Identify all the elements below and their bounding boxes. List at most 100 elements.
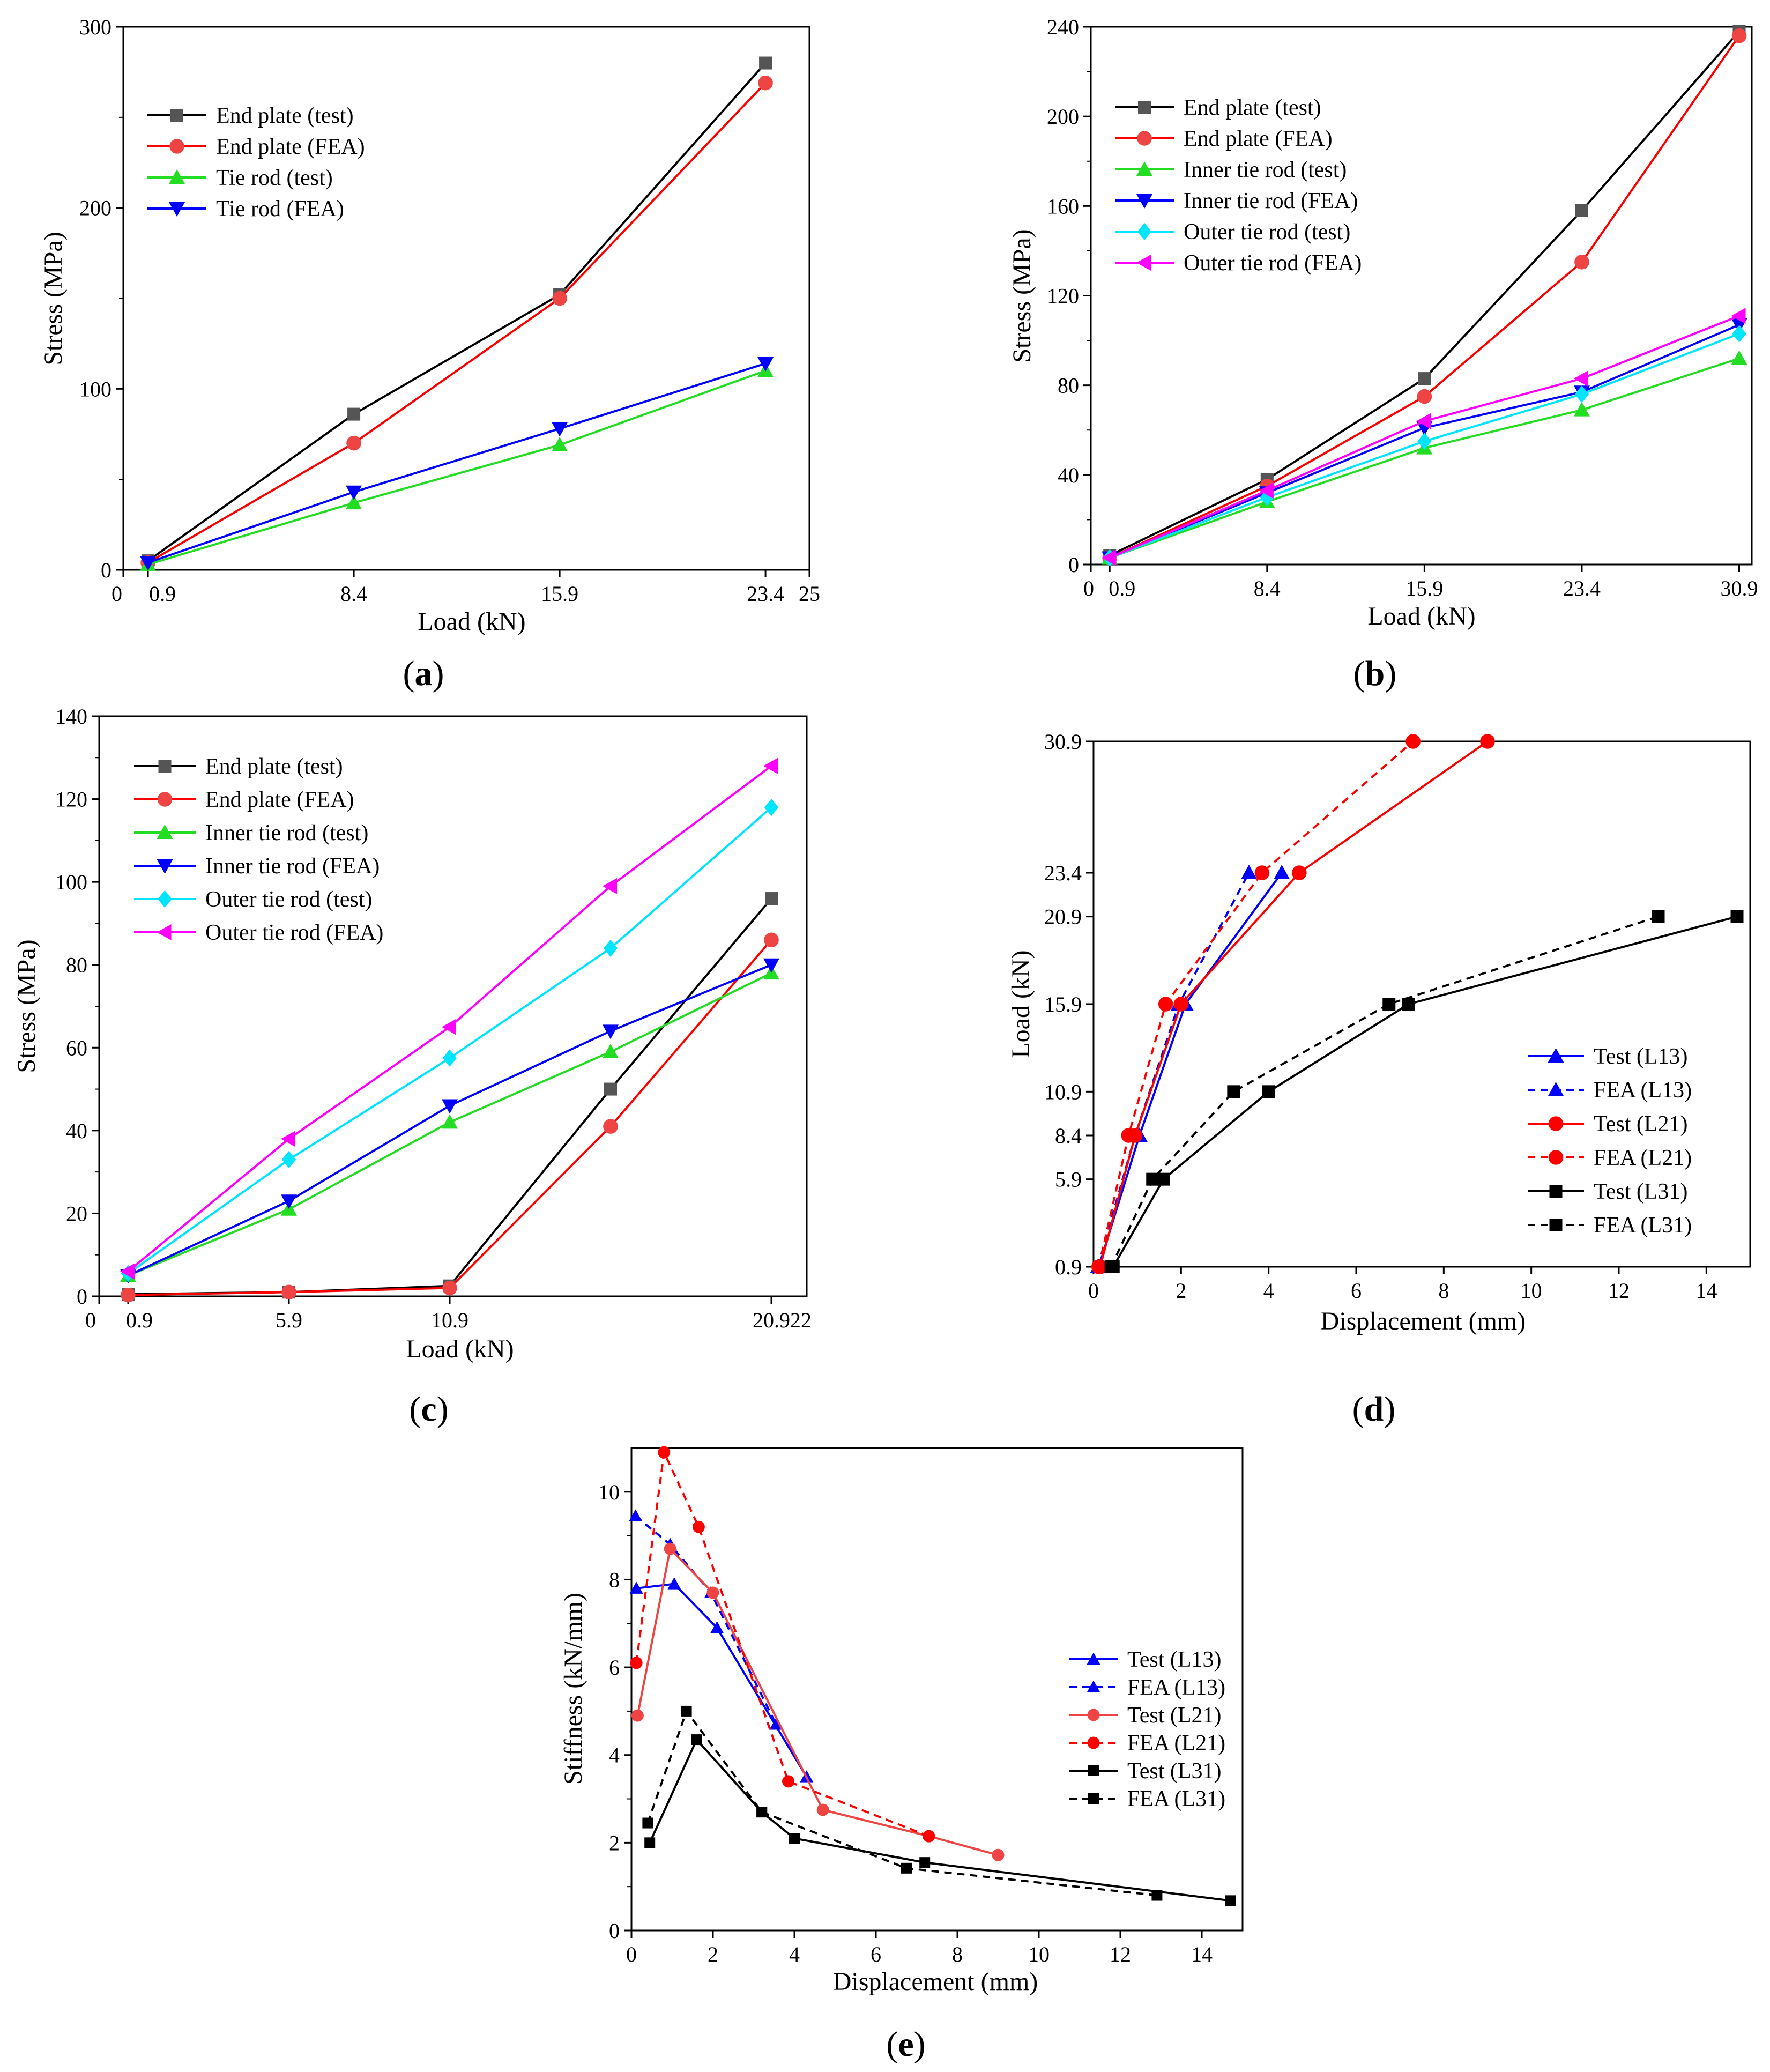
legend-entry-label: Outer tie rod (FEA) [1184, 251, 1362, 276]
y-tick-label: 6 [609, 1655, 620, 1680]
legend: Test (L13) FEA (L13) Test (L21) FEA (L21) Te… [1069, 1647, 1225, 1811]
y-tick-label: 2 [609, 1831, 620, 1855]
x-tick-label: 6 [871, 1942, 881, 1966]
x-tick-label: 0.9 [1109, 576, 1135, 600]
x-tick-label: 23.4 [747, 582, 784, 606]
data-point-s5-4 [763, 757, 778, 774]
data-point-s2-3 [1292, 865, 1307, 880]
legend-entry-label: FEA (L13) [1594, 1078, 1692, 1103]
x-tick-label: 20.922 [753, 1308, 812, 1332]
data-point-s3-1 [1121, 1128, 1136, 1143]
series-line-4 [649, 1739, 1231, 1902]
legend-marker [1087, 1652, 1100, 1665]
data-point-s1-2 [442, 1280, 457, 1296]
data-point-s0-1 [667, 1577, 681, 1590]
legend-entry-label: Inner tie rod (FEA) [205, 854, 380, 879]
panel-label-open: ( [886, 2025, 898, 2064]
data-point-s5-0 [1102, 549, 1117, 566]
panel-label-open: ( [1352, 1390, 1364, 1429]
legend-entry-label: End plate (FEA) [205, 788, 354, 812]
data-point-s2-1 [664, 1542, 676, 1555]
legend-marker [169, 139, 184, 154]
legend-entry-label: Test (L31) [1127, 1759, 1222, 1784]
legend-marker [169, 202, 185, 217]
panel-label-close: ) [914, 2025, 926, 2064]
data-point-s3-1 [281, 1194, 297, 1209]
legend-marker [1088, 1793, 1099, 1804]
data-point-s5-3 [1382, 998, 1396, 1011]
x-tick-label: 2 [708, 1942, 718, 1966]
data-point-s2-2 [442, 1114, 458, 1129]
y-tick-label: 20 [66, 1201, 87, 1226]
data-point-s1-1 [281, 1284, 296, 1300]
series-line-2 [636, 1548, 999, 1856]
data-point-s1-2 [1417, 389, 1432, 404]
y-tick-label: 23.4 [1044, 861, 1082, 885]
legend-marker [170, 109, 183, 122]
legend-entry-label: Outer tie rod (test) [1184, 220, 1350, 244]
data-point-s1-0 [629, 1509, 643, 1521]
x-tick-label: 8.4 [1254, 576, 1281, 600]
x-tick-label: 15.9 [1405, 576, 1443, 600]
x-axis-label: Load (kN) [418, 607, 525, 636]
data-point-s4-0 [644, 1837, 656, 1848]
legend-entry-label: Outer tie rod (test) [205, 887, 372, 912]
legend-entry-label: Tie rod (FEA) [216, 197, 344, 221]
data-point-s4-2 [1417, 432, 1432, 450]
x-tick-label: 25 [799, 582, 820, 606]
x-tick-label: 4 [1263, 1279, 1274, 1303]
x-tick-label: 8 [1438, 1279, 1449, 1303]
data-point-s3-1 [658, 1446, 671, 1459]
data-point-s0-0 [629, 1581, 643, 1594]
data-point-s5-0 [1104, 1260, 1118, 1273]
y-tick-label: 80 [1058, 374, 1079, 398]
x-tick-label: 0 [111, 582, 122, 606]
data-point-s2-4 [1731, 350, 1747, 365]
x-tick-label: 10.9 [431, 1308, 468, 1332]
y-tick-label: 120 [1047, 284, 1079, 308]
data-point-s1-3 [1240, 865, 1257, 879]
legend-marker [157, 792, 173, 807]
legend-entry-label: FEA (L21) [1594, 1146, 1692, 1170]
data-point-s3-3 [782, 1775, 795, 1788]
legend-entry-label: End plate (test) [216, 103, 354, 128]
y-tick-label: 40 [66, 1119, 87, 1143]
data-point-s5-4 [1151, 1890, 1163, 1901]
data-point-s4-4 [919, 1857, 931, 1868]
x-tick-label: 4 [789, 1942, 800, 1966]
data-point-s4-3 [1402, 998, 1415, 1011]
y-axis-label: Stress (MPa) [39, 232, 68, 365]
data-point-s5-0 [642, 1817, 653, 1829]
series-line-3 [635, 1451, 929, 1837]
x-tick-label: 2 [1176, 1279, 1186, 1303]
x-tick-label: 5.9 [276, 1308, 302, 1332]
panel-label-close: ) [437, 1390, 449, 1429]
panel-label: (b) [1353, 654, 1397, 693]
data-point-s4-4 [1732, 325, 1746, 343]
y-tick-label: 240 [1047, 15, 1079, 39]
y-tick-label: 20.9 [1044, 905, 1082, 929]
data-point-s2-0 [631, 1709, 644, 1722]
data-point-s3-4 [923, 1830, 935, 1843]
chart-a: 0 0.9 8.4 15.9 23.4 25 0 100 200 300 Load (kN) Stre… [39, 15, 820, 693]
panel-label-letter: d [1364, 1390, 1384, 1429]
legend-marker [1548, 1150, 1564, 1165]
legend-entry-label: FEA (L13) [1127, 1675, 1225, 1700]
x-tick-label: 10 [1521, 1279, 1542, 1303]
legend-marker [169, 169, 185, 184]
y-tick-label: 200 [79, 196, 111, 220]
panel-label-open: ( [409, 1390, 421, 1429]
panel-label: (a) [403, 654, 444, 693]
legend-marker [157, 859, 173, 874]
chart-c: 0 0.9 5.9 10.9 20.922 0 20 40 60 80 100 120 140 Load … [12, 704, 812, 1429]
series-line-1 [635, 1515, 777, 1725]
chart-b: 0 0.9 8.4 15.9 23.4 30.9 0 40 80 120 160 200 240 Load… [1008, 15, 1758, 693]
y-tick-label: 10 [598, 1480, 620, 1504]
y-tick-label: 100 [55, 870, 87, 894]
data-point-s4-1 [281, 1150, 296, 1169]
data-point-s4-1 [691, 1734, 702, 1746]
y-tick-label: 0 [77, 1284, 87, 1309]
x-tick-label: 0 [1083, 576, 1094, 600]
data-point-s5-3 [603, 878, 617, 894]
legend-marker [1549, 1185, 1563, 1198]
